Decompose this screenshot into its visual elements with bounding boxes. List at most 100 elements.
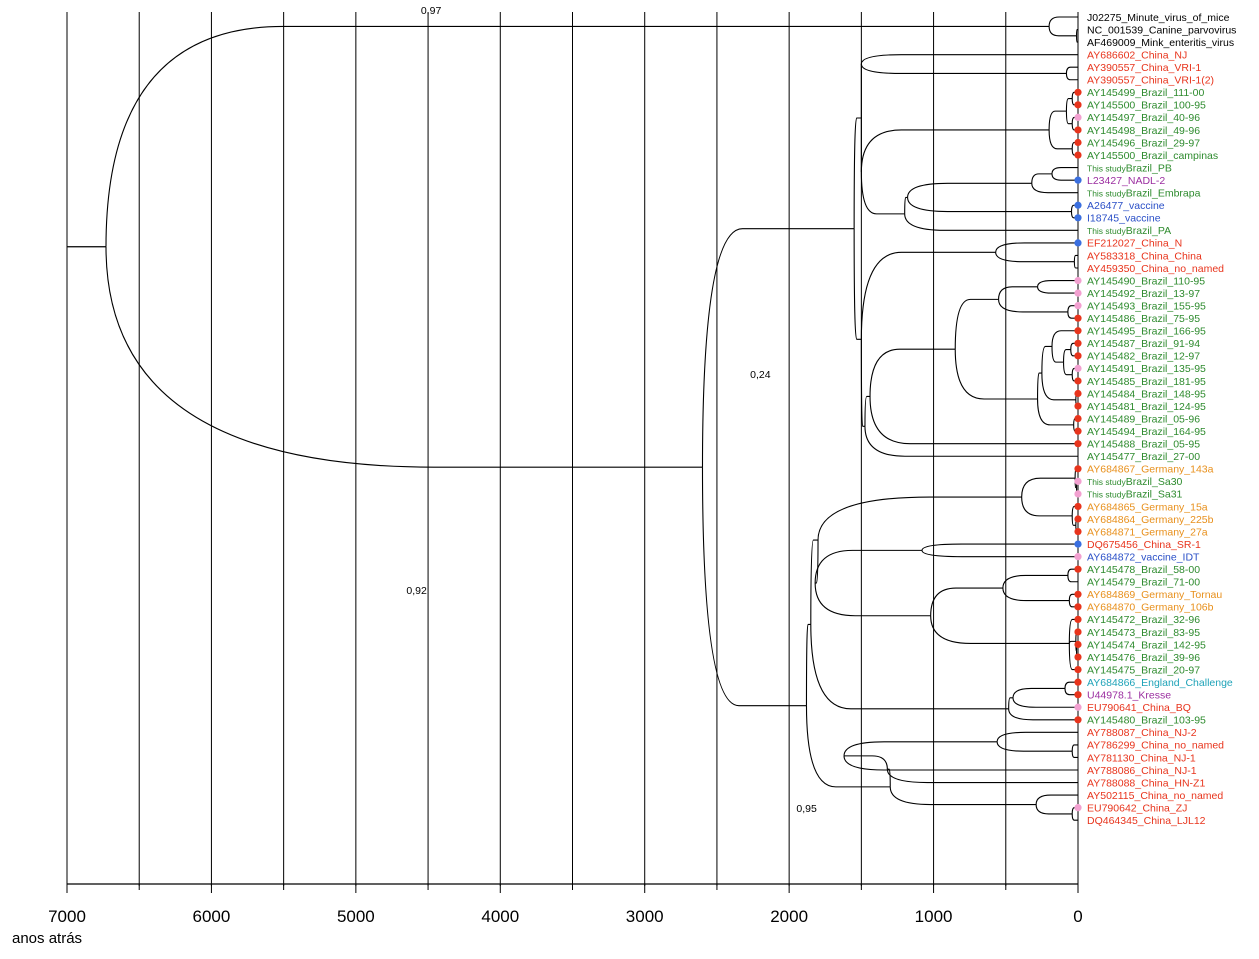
sample-dot — [1074, 214, 1082, 222]
branch — [1048, 110, 1067, 130]
leaf-name: AY459350_China_no_named — [1087, 263, 1224, 275]
branch — [1071, 148, 1078, 156]
sample-dot — [1074, 666, 1082, 674]
sample-dot — [1074, 377, 1082, 385]
branch — [1012, 697, 1078, 708]
branch — [1071, 141, 1078, 149]
leaf-label: AY145478_Brazil_58-00 — [1087, 564, 1200, 576]
branch — [1065, 98, 1073, 112]
branch — [921, 543, 1078, 551]
leaf-label: I18745_vaccine — [1087, 213, 1161, 225]
leaf-name: AY145493_Brazil_155-95 — [1087, 300, 1206, 312]
leaf-label: AY684865_Germany_15a — [1087, 501, 1208, 513]
leaf-name: L23427_NADL-2 — [1087, 175, 1165, 187]
leaf-name: AY145500_Brazil_100-95 — [1087, 100, 1206, 112]
leaf-name: DQ464345_China_LJL12 — [1087, 815, 1206, 827]
leaf-name: I18745_vaccine — [1087, 213, 1161, 225]
sample-dot — [1074, 176, 1082, 184]
leaf-label: AY684867_Germany_143a — [1087, 464, 1214, 476]
leaf-name: AY145491_Brazil_135-95 — [1087, 363, 1206, 375]
branch — [954, 349, 1038, 400]
sample-dot — [1074, 402, 1082, 410]
leaf-label: AY459350_China_no_named — [1087, 263, 1224, 275]
sample-dot — [1074, 415, 1082, 423]
leaf-name: AY145498_Brazil_49-96 — [1087, 125, 1200, 137]
support-value: 0,95 — [796, 803, 817, 815]
branch — [1064, 681, 1078, 689]
sample-dot — [1074, 804, 1082, 812]
branch — [1070, 349, 1078, 357]
support-value: 0,92 — [406, 585, 427, 597]
leaf-name: AY781130_China_NJ-1 — [1087, 752, 1196, 764]
branch — [1071, 374, 1078, 382]
leaf-label: DQ675456_China_SR-1 — [1087, 539, 1201, 551]
leaf-label: A26477_vaccine — [1087, 200, 1165, 212]
leaf-label: AY684866_England_Challenge — [1087, 677, 1233, 689]
leaf-name: AY145477_Brazil_27-00 — [1087, 451, 1200, 463]
leaf-name: J02275_Minute_virus_of_mice — [1087, 12, 1230, 24]
leaf-label: AY145489_Brazil_05-96 — [1087, 413, 1200, 425]
axis-tick-label: 5000 — [337, 907, 375, 926]
branch — [1048, 26, 1077, 37]
leaf-label: AY686602_China_NJ — [1087, 49, 1187, 61]
branch — [1021, 477, 1076, 498]
leaf-label: AY781130_China_NJ-1 — [1087, 752, 1196, 764]
sample-dot — [1074, 691, 1082, 699]
leaf-label: AY390557_China_VRI-1 — [1087, 62, 1201, 74]
branch — [814, 549, 923, 584]
leaf-name: EU790641_China_BQ — [1087, 702, 1191, 714]
leaf-label: AY145487_Brazil_91-94 — [1087, 338, 1200, 350]
sample-dot — [1074, 101, 1082, 109]
axis-tick-label: 6000 — [193, 907, 231, 926]
leaf-name: AY788087_China_NJ-2 — [1087, 727, 1197, 739]
branch — [1071, 751, 1078, 758]
branch — [930, 615, 1070, 645]
branch — [1067, 575, 1078, 583]
leaf-name: AY390557_China_VRI-1(2) — [1087, 75, 1214, 87]
branch — [1068, 640, 1076, 644]
branch — [860, 129, 1050, 172]
branch — [1063, 362, 1073, 376]
branch — [869, 396, 1078, 445]
leaf-name: AY145496_Brazil_29-97 — [1087, 137, 1200, 149]
sample-dot — [1074, 201, 1082, 209]
branch — [1041, 345, 1052, 374]
branch — [930, 587, 1003, 616]
sample-dot — [1074, 553, 1082, 561]
branch — [810, 624, 1009, 710]
branch — [1065, 66, 1078, 74]
sample-dots — [1074, 88, 1082, 812]
axis-tick-label: 2000 — [770, 907, 808, 926]
sample-dot — [1074, 151, 1082, 159]
branch — [853, 117, 862, 229]
sample-dot — [1074, 427, 1082, 435]
branch — [1002, 587, 1070, 602]
branch — [860, 171, 905, 215]
branch — [995, 242, 1078, 253]
sample-dot — [1074, 389, 1082, 398]
leaf-name: AY684864_Germany_225b — [1087, 514, 1214, 526]
leaf-label: EF212027_China_N — [1087, 238, 1182, 250]
leaf-name: AY684872_vaccine_IDT — [1087, 551, 1200, 563]
branch — [1037, 372, 1042, 399]
leaf-label: AY145473_Brazil_83-95 — [1087, 627, 1200, 639]
branch — [1051, 167, 1078, 174]
leaf-label: AY786299_China_no_named — [1087, 740, 1224, 752]
branch — [1068, 593, 1078, 601]
branch — [998, 299, 1068, 313]
leaf-name: AY145487_Brazil_91-94 — [1087, 338, 1200, 350]
leaf-label: This studyBrazil_Embrapa — [1087, 188, 1201, 200]
leaf-name: AY145486_Brazil_75-95 — [1087, 313, 1200, 325]
leaf-label: AY145491_Brazil_135-95 — [1087, 363, 1206, 375]
leaf-name: AY145489_Brazil_05-96 — [1087, 413, 1200, 425]
leaf-name: AY145475_Brazil_20-97 — [1087, 664, 1200, 676]
branch — [1037, 280, 1078, 287]
leaf-label: AY788087_China_NJ-2 — [1087, 727, 1197, 739]
sample-dot — [1074, 540, 1082, 548]
branch — [1051, 173, 1078, 181]
branch — [1071, 505, 1078, 516]
leaf-name: AY145478_Brazil_58-00 — [1087, 564, 1200, 576]
leaf-name: Brazil_Sa30 — [1126, 476, 1183, 488]
leaf-label: AY145493_Brazil_155-95 — [1087, 300, 1206, 312]
branch — [996, 731, 1078, 742]
